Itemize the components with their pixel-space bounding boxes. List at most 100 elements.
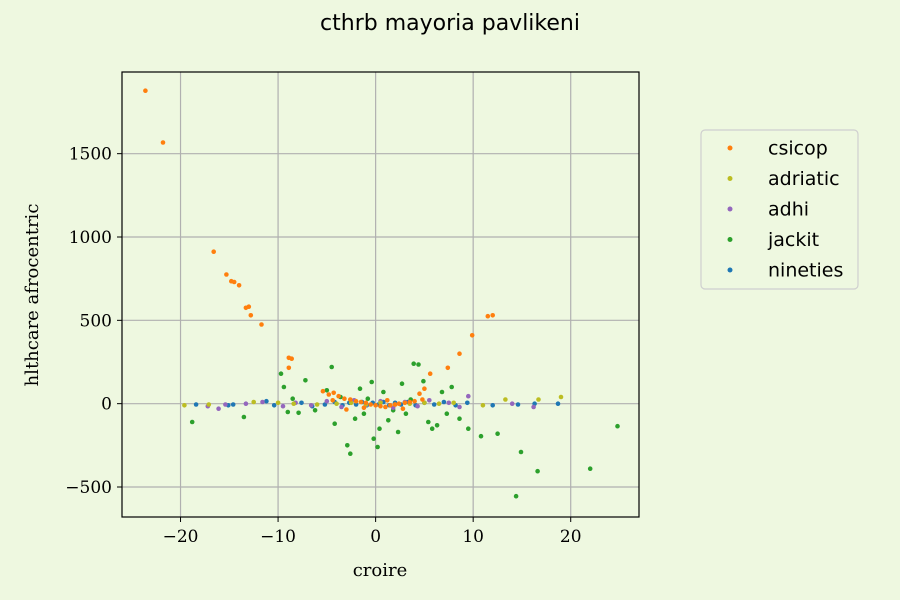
point-nineties xyxy=(230,402,236,407)
point-jackit xyxy=(332,421,338,427)
point-csicop xyxy=(422,386,427,392)
point-adhi xyxy=(531,404,536,410)
point-jackit xyxy=(357,386,363,392)
point-nineties xyxy=(490,403,496,408)
point-csicop xyxy=(457,351,462,357)
point-jackit xyxy=(478,433,484,439)
legend-marker-nineties xyxy=(727,267,733,273)
point-jackit xyxy=(429,426,435,432)
point-adhi xyxy=(308,403,314,408)
point-csicop xyxy=(396,401,402,407)
point-adriatic xyxy=(206,402,212,407)
point-adriatic xyxy=(251,399,256,405)
point-jackit xyxy=(365,396,371,402)
point-adhi xyxy=(427,398,432,403)
point-jackit xyxy=(518,449,524,455)
point-jackit xyxy=(352,416,358,422)
legend-marker-jackit xyxy=(727,237,733,242)
point-adriatic xyxy=(503,397,508,402)
point-csicop xyxy=(490,313,496,318)
point-jackit xyxy=(189,419,195,425)
point-jackit xyxy=(421,378,426,384)
point-adriatic xyxy=(334,401,339,407)
y-tick-label: 0 xyxy=(101,395,112,415)
x-tick-label: −10 xyxy=(260,527,296,547)
point-csicop xyxy=(344,407,349,412)
legend-marker-adriatic xyxy=(727,176,733,181)
point-csicop xyxy=(420,397,425,402)
point-csicop xyxy=(378,403,383,409)
legend-marker-adhi xyxy=(727,206,733,212)
point-csicop xyxy=(383,404,388,410)
chart-title: cthrb mayoria pavlikeni xyxy=(320,11,580,36)
plot-area xyxy=(122,72,639,517)
plot-frame xyxy=(121,71,640,518)
point-csicop xyxy=(236,283,242,288)
point-csicop xyxy=(392,402,398,407)
point-csicop xyxy=(248,313,254,318)
point-jackit xyxy=(312,408,318,413)
point-csicop xyxy=(331,390,337,396)
point-csicop xyxy=(231,279,237,285)
x-tick-label: −20 xyxy=(163,527,199,547)
point-csicop xyxy=(348,397,353,402)
point-csicop xyxy=(259,322,264,327)
point-jackit xyxy=(411,361,417,367)
point-csicop xyxy=(326,392,332,397)
point-csicop xyxy=(211,249,216,254)
point-jackit xyxy=(444,411,450,417)
point-adriatic xyxy=(378,400,383,406)
point-jackit xyxy=(296,410,301,416)
point-jackit xyxy=(329,364,335,370)
point-csicop xyxy=(160,140,166,145)
point-adriatic xyxy=(451,400,457,406)
point-csicop xyxy=(320,388,326,394)
point-jackit xyxy=(513,493,519,499)
point-adriatic xyxy=(480,403,486,408)
point-jackit xyxy=(495,431,500,437)
point-adriatic xyxy=(536,397,541,402)
point-csicop xyxy=(330,398,336,403)
y-tick-label: 1000 xyxy=(69,228,112,248)
point-csicop xyxy=(445,365,451,371)
point-jackit xyxy=(439,389,445,395)
point-jackit xyxy=(615,423,620,429)
point-nineties xyxy=(465,400,470,406)
point-adhi xyxy=(509,401,515,407)
x-tick-label: 0 xyxy=(370,527,381,547)
point-csicop xyxy=(289,356,295,362)
point-nineties xyxy=(353,402,359,407)
legend-label-jackit: jackit xyxy=(767,229,819,251)
point-csicop xyxy=(469,333,475,338)
point-csicop xyxy=(342,396,347,402)
point-csicop xyxy=(246,304,252,310)
legend-box xyxy=(700,129,859,290)
point-adriatic xyxy=(275,400,281,406)
point-adhi xyxy=(415,403,420,409)
point-csicop xyxy=(412,398,417,404)
point-jackit xyxy=(290,396,296,402)
point-csicop xyxy=(361,405,367,411)
point-adriatic xyxy=(422,400,427,406)
point-csicop xyxy=(485,313,491,319)
point-jackit xyxy=(457,416,462,422)
point-nineties xyxy=(299,400,304,406)
point-csicop xyxy=(224,272,229,277)
legend-marker-csicop xyxy=(727,145,733,151)
point-csicop xyxy=(143,88,148,93)
point-nineties xyxy=(555,401,561,407)
point-adhi xyxy=(243,401,249,407)
point-csicop xyxy=(388,403,393,408)
series-jackit xyxy=(189,361,620,499)
point-jackit xyxy=(587,466,593,472)
point-csicop xyxy=(400,406,406,412)
point-jackit xyxy=(371,436,377,442)
point-jackit xyxy=(395,429,401,435)
point-jackit xyxy=(381,389,386,395)
point-csicop xyxy=(427,371,433,377)
point-nineties xyxy=(271,403,277,408)
point-csicop xyxy=(417,391,422,397)
scatter-points xyxy=(143,88,620,499)
legend-label-nineties: nineties xyxy=(768,260,843,282)
